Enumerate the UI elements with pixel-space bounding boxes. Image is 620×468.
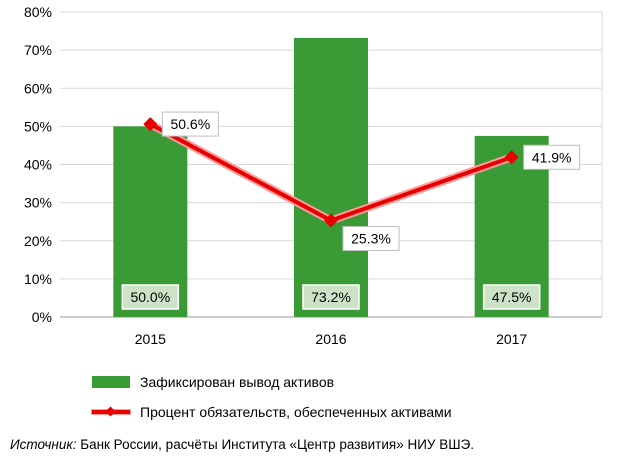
chart: 0% 10% 20% 30% 40% 50% 60% 70% 80% 2015 2016 2017 50…	[24, 4, 603, 347]
line-label-box	[161, 111, 219, 137]
source-label: Источник:	[10, 437, 77, 452]
y-tick-label: 80%	[24, 4, 52, 20]
line-marker	[504, 150, 519, 165]
y-tick-label: 70%	[24, 42, 52, 58]
line-marker	[324, 213, 338, 228]
line-label-box	[523, 144, 581, 170]
y-tick-label: 50%	[24, 118, 52, 134]
source-text: Банк России, расчёты Института «Центр ра…	[76, 437, 475, 452]
bar-label-box	[121, 284, 180, 310]
bar	[294, 37, 368, 318]
line-value-label: 25.3%	[351, 231, 391, 247]
y-tick-label: 40%	[24, 157, 52, 173]
line-marker	[143, 117, 158, 132]
y-tick-label: 60%	[24, 80, 52, 96]
y-tick-label: 10%	[24, 271, 52, 287]
legend-item-line: Процент обязательств, обеспеченных актив…	[92, 404, 452, 420]
x-tick-label: 2017	[496, 331, 527, 347]
line-value-label: 41.9%	[532, 149, 572, 165]
legend-bar-swatch	[92, 376, 130, 388]
legend-bar-label: Зафиксирован вывод активов	[140, 374, 335, 390]
y-tick-label: 0%	[32, 309, 52, 325]
bar-value-label: 50.0%	[130, 289, 170, 305]
bar-label-box	[302, 284, 360, 310]
y-tick-label: 30%	[24, 195, 52, 211]
legend-line-swatch	[92, 406, 130, 418]
x-tick-label: 2016	[315, 331, 346, 347]
y-tick-label: 20%	[24, 233, 52, 249]
legend-item-bars: Зафиксирован вывод активов	[92, 374, 334, 390]
legend-line-label: Процент обязательств, обеспеченных актив…	[140, 404, 452, 420]
line-value-label: 50.6%	[170, 116, 210, 132]
x-tick-label: 2015	[135, 331, 166, 347]
bar-value-label: 73.2%	[311, 289, 351, 305]
bar-value-label: 47.5%	[492, 289, 532, 305]
source-note: Источник: Банк России, расчёты Института…	[10, 437, 474, 452]
bar-label-box	[482, 284, 541, 310]
line-label-box	[342, 226, 400, 252]
